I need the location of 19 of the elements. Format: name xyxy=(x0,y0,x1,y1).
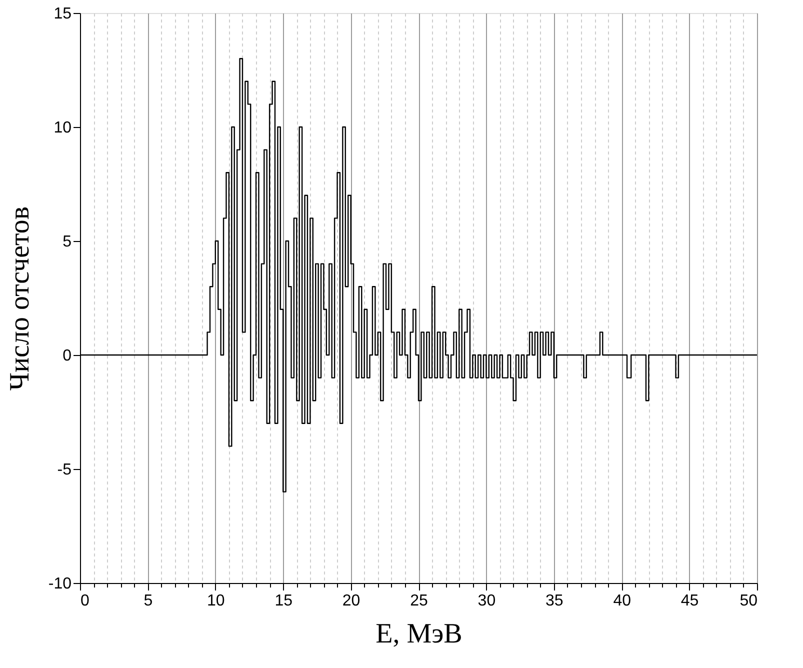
x-tick-label: 15 xyxy=(274,592,293,610)
x-axis-title: E, МэВ xyxy=(376,618,462,650)
y-tick-label: -10 xyxy=(48,576,72,592)
y-tick-label: 5 xyxy=(62,234,72,250)
x-tick-label: 45 xyxy=(680,592,699,610)
x-tick-label: 10 xyxy=(207,592,225,610)
y-tick-label: 10 xyxy=(54,120,72,136)
x-tick-label: 5 xyxy=(144,592,153,610)
y-tick-label: 15 xyxy=(54,6,72,22)
y-axis-title: Число отсчетов xyxy=(4,206,36,391)
x-tick-label: 20 xyxy=(342,592,360,610)
x-tick-label: 0 xyxy=(80,592,90,610)
x-tick-label: 40 xyxy=(613,592,632,610)
x-tick-label: 35 xyxy=(546,592,564,610)
x-tick-label: 50 xyxy=(740,592,758,610)
x-tick-label: 25 xyxy=(410,592,428,610)
y-tick-label: -5 xyxy=(57,462,72,478)
x-tick-label: 30 xyxy=(478,592,496,610)
y-tick-label: 0 xyxy=(62,348,72,364)
